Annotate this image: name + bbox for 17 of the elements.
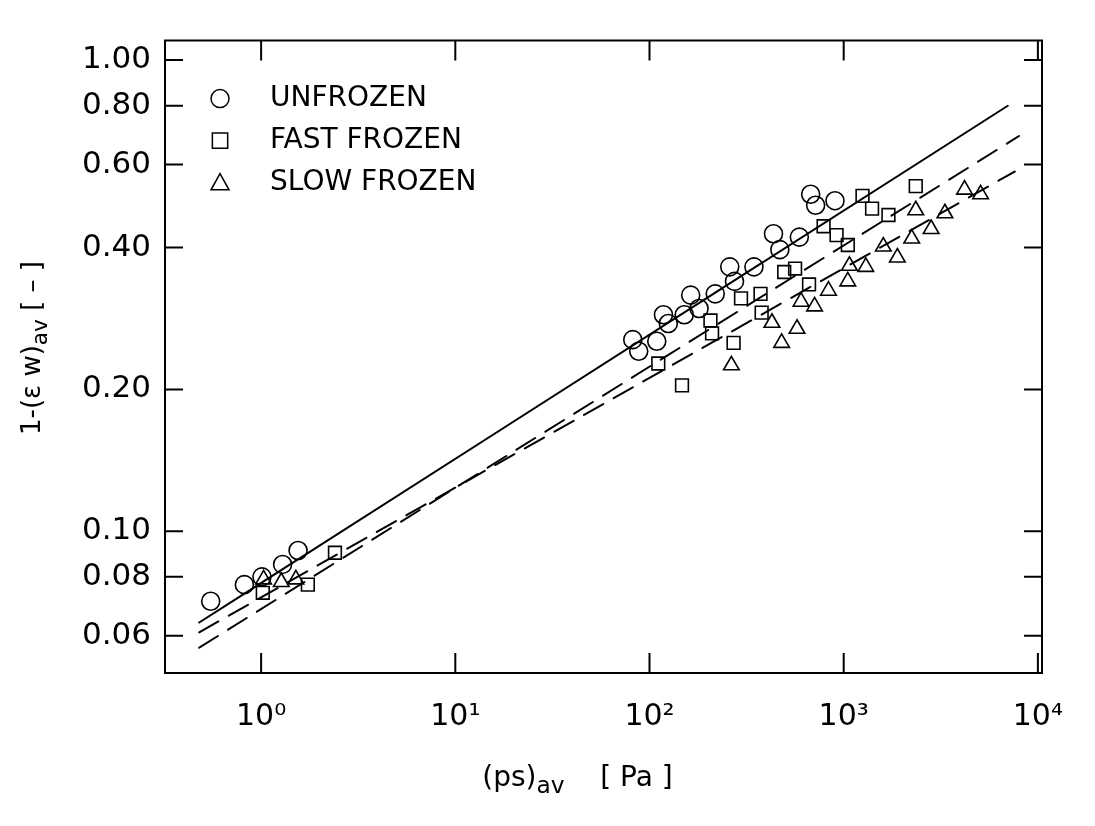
y-tick-label: 0.08 [81, 555, 152, 592]
legend-label: FAST FROZEN [270, 121, 462, 155]
y-tick-label: 0.06 [81, 614, 152, 651]
y-tick-label: 0.10 [81, 510, 152, 547]
y-tick-label: 0.40 [81, 226, 152, 263]
x-tick-label: 10² [624, 697, 675, 732]
x-tick-label: 10⁴ [1012, 697, 1063, 732]
legend-label: SLOW FROZEN [270, 163, 477, 197]
x-tick-label: 10³ [818, 697, 869, 732]
x-tick-label: 10¹ [430, 697, 481, 732]
text: (ps)$_{av}$ [ Pa ] [482, 760, 673, 799]
y-tick-label: 1.00 [81, 39, 152, 76]
y-tick-label: 0.60 [81, 143, 152, 180]
y-tick-label: 0.80 [81, 84, 152, 121]
x-tick-label: 10⁰ [236, 697, 287, 732]
y-tick-label: 0.20 [81, 368, 152, 405]
legend-label: UNFROZEN [270, 79, 427, 113]
